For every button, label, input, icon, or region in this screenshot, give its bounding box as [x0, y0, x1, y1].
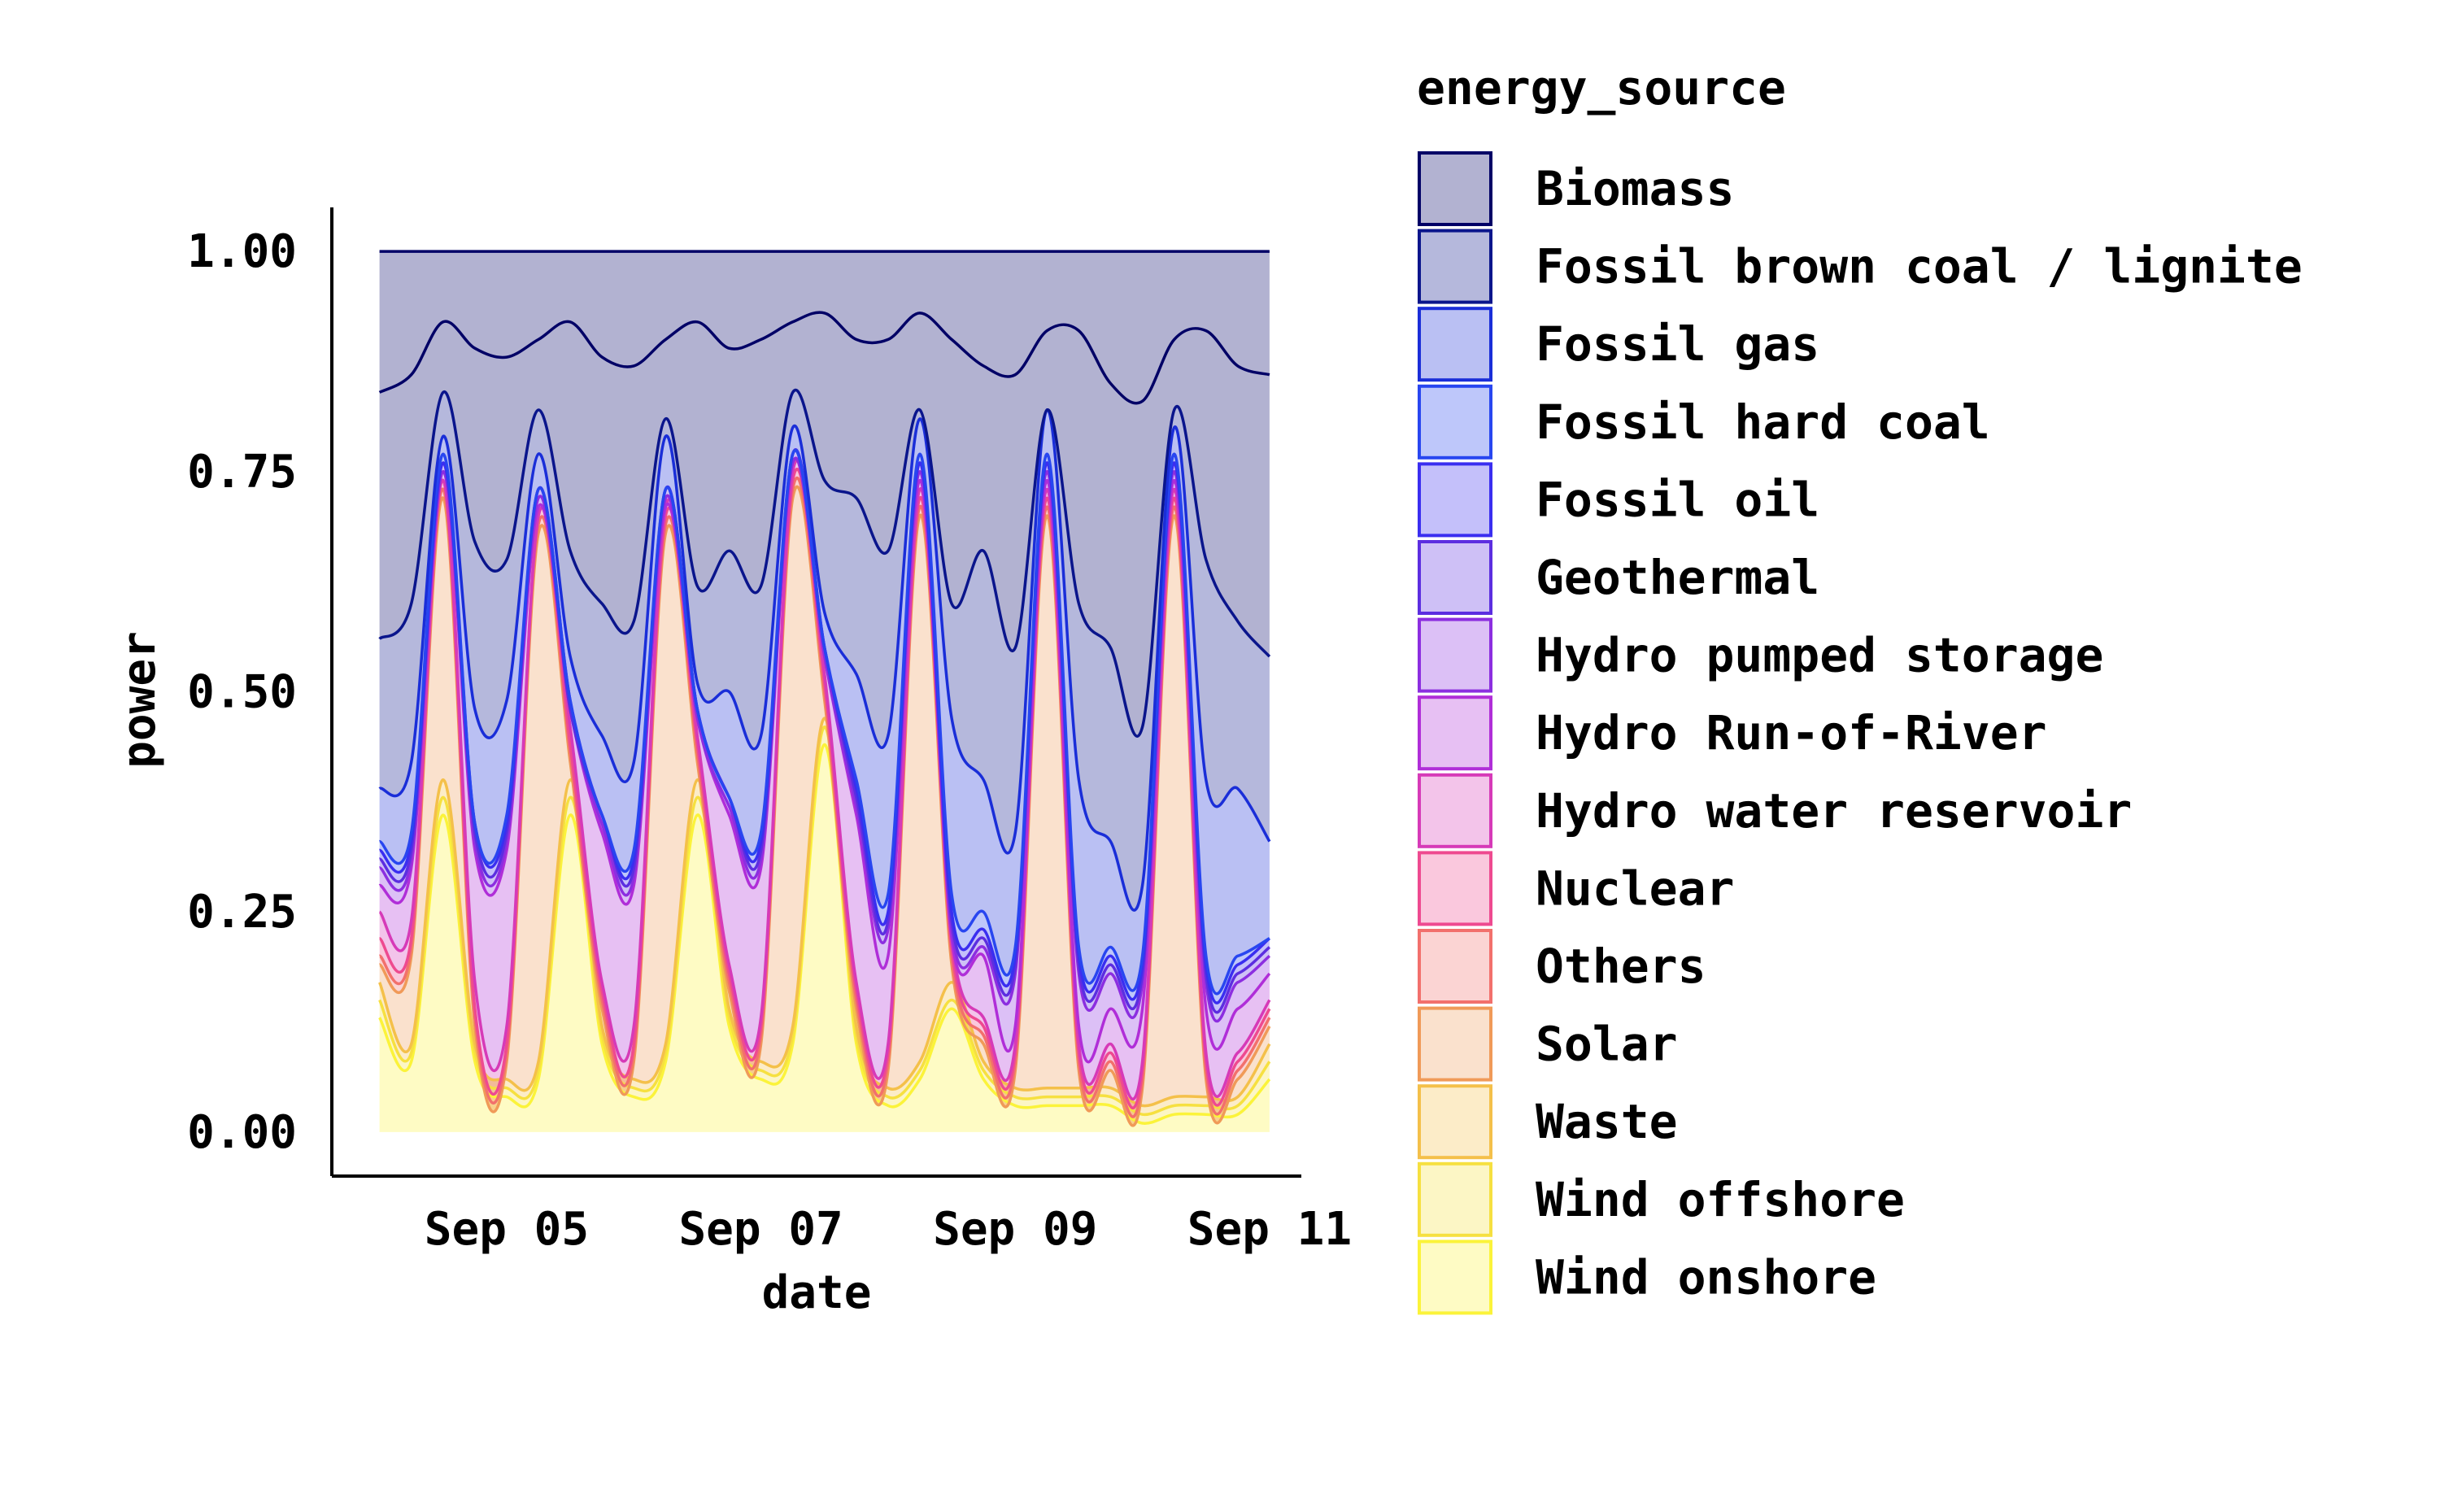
y-tick-label: 1.00 [187, 225, 297, 278]
legend-swatch-bg [1419, 852, 1491, 925]
legend-swatch [1418, 307, 1492, 382]
legend-item-fossil-gas: Fossil gas [1418, 307, 1819, 382]
legend-swatch [1418, 462, 1492, 538]
legend-swatch [1418, 773, 1492, 848]
legend-label: Others [1536, 939, 1706, 994]
legend-item-nuclear: Nuclear [1418, 851, 1734, 926]
axes: 0.00 0.25 0.50 0.75 1.00 Sep 05 Sep 07 Sep 09 Se… [113, 207, 1352, 1319]
legend-item-hydro-pumped-storage: Hydro pumped storage [1418, 617, 2103, 693]
y-tick-label: 0.00 [187, 1106, 297, 1159]
x-axis-title: date [762, 1266, 872, 1319]
area-layers [377, 250, 1271, 1132]
y-tick-label: 0.25 [187, 886, 297, 939]
line-hydro-water-reservoir [378, 459, 1271, 1101]
legend-item-wind-offshore: Wind offshore [1418, 1161, 1905, 1237]
y-axis-title: power [113, 631, 166, 769]
legend-swatch-bg [1419, 1008, 1491, 1080]
legend-swatch [1418, 229, 1492, 304]
x-tick-label: Sep 09 [933, 1203, 1097, 1256]
y-tick-label: 0.50 [187, 666, 297, 719]
legend-item-fossil-oil: Fossil oil [1418, 462, 1819, 538]
legend-item-hydro-run-of-river: Hydro Run-of-River [1418, 695, 2047, 771]
legend-swatch-bg [1419, 1086, 1491, 1158]
y-tick-label: 0.75 [187, 446, 297, 499]
legend-swatch [1418, 929, 1492, 1004]
legend-swatch [1418, 1161, 1492, 1237]
line-fossil-brown-coal-lignite [378, 388, 1271, 738]
legend-label: Fossil gas [1536, 316, 1819, 372]
area-biomass [379, 251, 1270, 737]
line-biomass-lower-edge [378, 311, 1270, 405]
legend-swatch-bg [1419, 153, 1491, 224]
legend-item-biomass: Biomass [1418, 151, 1734, 226]
legend-item-solar: Solar [1418, 1006, 1678, 1082]
line-fossil-gas [378, 408, 1271, 912]
legend-item-hydro-water-reservoir: Hydro water reservoir [1418, 773, 2132, 848]
legend-swatch-bg [1419, 1241, 1491, 1314]
legend-label: Wind offshore [1536, 1172, 1905, 1227]
legend-label: Waste [1536, 1094, 1678, 1149]
x-tick-label: Sep 05 [425, 1203, 589, 1256]
legend-item-wind-onshore: Wind onshore [1418, 1240, 1876, 1315]
legend-item-geothermal: Geothermal [1418, 540, 1819, 615]
area-solar [379, 486, 1270, 1126]
legend-swatch-bg [1419, 930, 1491, 1002]
legend: energy_source Biomass Fossil brown coal / … [1417, 60, 2303, 1315]
legend-swatch [1418, 1006, 1492, 1082]
legend-label: Hydro Run-of-River [1536, 705, 2047, 760]
legend-swatch-bg [1419, 774, 1491, 847]
legend-label: Fossil hard coal [1536, 394, 1990, 450]
legend-swatch [1418, 1240, 1492, 1315]
legend-swatch [1418, 384, 1492, 460]
area-fossil-gas [379, 409, 1270, 994]
legend-swatch-bg [1419, 230, 1491, 303]
legend-swatch [1418, 617, 1492, 693]
legend-swatch-bg [1419, 308, 1491, 381]
line-fossil-hard-coal [377, 449, 1270, 996]
legend-swatch [1418, 851, 1492, 926]
legend-swatch [1418, 540, 1492, 615]
legend-title: energy_source [1417, 60, 1786, 115]
legend-swatch-bg [1419, 1163, 1491, 1235]
legend-label: Nuclear [1536, 861, 1734, 916]
legend-label: Geothermal [1536, 550, 1819, 605]
legend-label: Fossil brown coal / lignite [1536, 239, 2303, 294]
legend-label: Hydro pumped storage [1536, 628, 2103, 683]
legend-label: Hydro water reservoir [1536, 783, 2132, 839]
legend-item-others: Others [1418, 929, 1706, 1004]
legend-swatch-bg [1419, 619, 1491, 691]
area-hydro-run-of-river [379, 458, 1270, 1100]
legend-swatch [1418, 695, 1492, 771]
area-wind-onshore [379, 744, 1270, 1132]
line-wind-onshore [378, 743, 1271, 1125]
x-tick-label: Sep 07 [678, 1203, 843, 1256]
legend-item-fossil-brown-coal-lignite: Fossil brown coal / lignite [1418, 229, 2303, 304]
legend-swatch-bg [1419, 697, 1491, 769]
legend-item-fossil-hard-coal: Fossil hard coal [1418, 384, 1990, 460]
legend-label: Wind onshore [1536, 1249, 1876, 1305]
legend-swatch [1418, 1084, 1492, 1160]
legend-swatch [1418, 151, 1492, 226]
legend-swatch-bg [1419, 542, 1491, 613]
legend-label: Fossil oil [1536, 472, 1819, 527]
legend-swatch-bg [1419, 386, 1491, 458]
legend-label: Biomass [1536, 161, 1734, 216]
legend-label: Solar [1536, 1017, 1678, 1072]
legend-item-waste: Waste [1418, 1084, 1678, 1160]
x-tick-label: Sep 11 [1187, 1203, 1352, 1256]
legend-swatch-bg [1419, 464, 1491, 536]
